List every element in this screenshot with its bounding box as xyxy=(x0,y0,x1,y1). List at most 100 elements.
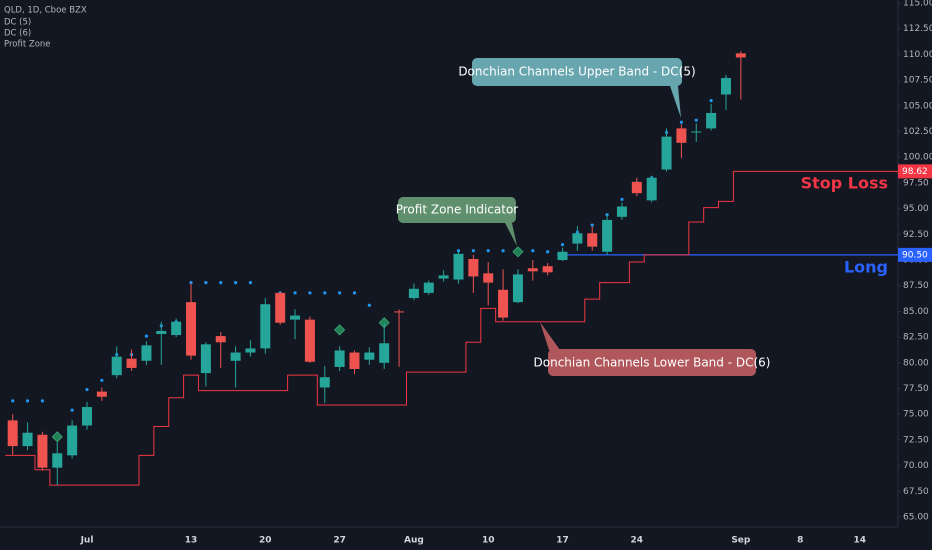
callout-lower: Donchian Channels Lower Band - DC(6) xyxy=(534,322,771,376)
lower-band-line xyxy=(5,170,898,486)
callout-box xyxy=(472,58,682,86)
candle-body xyxy=(349,352,360,369)
upper-band-dot xyxy=(486,249,490,253)
x-tick-label: 10 xyxy=(482,536,495,546)
y-tick-label: 107.50 xyxy=(903,76,932,86)
upper-band-dot xyxy=(471,249,475,253)
y-tick-label: 110.00 xyxy=(903,50,932,60)
candle-body xyxy=(616,206,627,217)
candle-body xyxy=(631,181,642,194)
y-tick-label: 92.50 xyxy=(903,230,929,240)
candle-body xyxy=(408,288,419,299)
y-tick-label: 80.00 xyxy=(903,358,929,368)
x-tick-label: 20 xyxy=(259,536,272,546)
plot xyxy=(5,51,898,486)
y-tick-label: 115.00 xyxy=(903,0,932,8)
upper-band-dot xyxy=(456,249,461,253)
upper-band-dot xyxy=(144,334,149,338)
callout-text: Donchian Channels Lower Band - DC(6) xyxy=(534,356,771,370)
candle-body xyxy=(557,251,568,261)
upper-band-dot xyxy=(367,303,371,307)
upper-band-dot xyxy=(219,281,223,285)
upper-band-dot xyxy=(293,291,297,295)
y-tick-label: 75.00 xyxy=(903,410,929,420)
upper-band-dot xyxy=(679,120,684,124)
candle-body xyxy=(498,289,509,318)
candle-body xyxy=(587,233,598,247)
candle-body xyxy=(691,131,702,133)
price-tag xyxy=(898,247,932,262)
y-tick-label: 105.00 xyxy=(903,101,932,111)
candle-body xyxy=(111,356,122,376)
profit-zone-marker xyxy=(51,431,63,443)
upper-band-dot xyxy=(338,291,342,295)
candle-body xyxy=(67,425,78,456)
chart-title: QLD, 1D, Cboe BZX xyxy=(4,6,87,16)
candle-body xyxy=(82,407,92,426)
y-tick-label: 72.50 xyxy=(903,435,929,445)
upper-band-dot xyxy=(501,249,505,253)
candle-body xyxy=(527,268,538,272)
candle-body xyxy=(334,350,345,367)
candle-body xyxy=(572,233,583,244)
candle-body xyxy=(141,345,152,361)
y-tick-label: 112.50 xyxy=(903,24,932,34)
y-tick-label: 95.00 xyxy=(903,204,929,214)
y-tick-label: 100.00 xyxy=(903,153,932,163)
upper-band-dot xyxy=(560,242,565,247)
candle-body xyxy=(245,348,256,353)
entry-level-label: Long xyxy=(844,257,888,276)
legend-entry: DC (5) xyxy=(4,18,31,28)
upper-band-dot xyxy=(694,118,698,122)
candle-body xyxy=(438,275,449,279)
x-tick-label: Jul xyxy=(80,536,94,546)
upper-band-dot xyxy=(234,281,238,285)
candle-body xyxy=(453,253,464,280)
candle-body xyxy=(260,304,271,349)
candle-body xyxy=(468,258,479,277)
candle-body xyxy=(423,282,434,293)
candle-body xyxy=(22,432,33,447)
y-tick-label: 70.00 xyxy=(903,461,929,471)
candle-body xyxy=(37,434,48,468)
candle-body xyxy=(304,319,315,362)
x-tick-label: 8 xyxy=(797,536,803,546)
legend-entry: DC (6) xyxy=(4,29,31,39)
candle-body xyxy=(364,352,375,360)
candle-body xyxy=(646,177,657,201)
y-tick-label: 67.50 xyxy=(903,487,929,497)
candle-body xyxy=(661,136,672,170)
upper-band-dot xyxy=(709,99,713,103)
upper-band-dot xyxy=(248,281,253,285)
y-tick-label: 65.00 xyxy=(903,513,929,523)
candle-body xyxy=(483,273,494,283)
x-tick-label: Sep xyxy=(731,536,751,546)
x-tick-label: Aug xyxy=(404,536,424,546)
candle-body xyxy=(676,128,687,143)
candle-body xyxy=(7,420,18,447)
y-tick-label: 85.00 xyxy=(903,307,929,317)
profit-zone-marker xyxy=(334,324,346,336)
candle-body xyxy=(394,311,405,313)
upper-band-dot xyxy=(620,197,624,201)
upper-band-dot xyxy=(70,408,74,412)
callout-pointer xyxy=(505,223,517,246)
candle-body xyxy=(290,315,301,320)
candle-body xyxy=(186,302,197,356)
profit-zone-marker xyxy=(512,246,524,258)
upper-band-dot xyxy=(189,281,193,285)
callout-upper: Donchian Channels Upper Band - DC(5) xyxy=(458,58,696,118)
x-tick-label: 24 xyxy=(631,536,644,546)
candle-body xyxy=(275,292,286,323)
x-tick-label: 27 xyxy=(333,536,346,546)
upper-band-dot xyxy=(308,291,312,295)
candle-body xyxy=(602,219,613,252)
y-tick-label: 87.50 xyxy=(903,281,929,291)
stop-loss-label: Stop Loss xyxy=(801,174,888,193)
y-tick-label: 82.50 xyxy=(903,333,929,343)
upper-band-dot xyxy=(40,399,45,403)
price-tag-label: 90.50 xyxy=(902,250,928,260)
candle-body xyxy=(200,344,211,374)
candle-body xyxy=(720,78,731,95)
